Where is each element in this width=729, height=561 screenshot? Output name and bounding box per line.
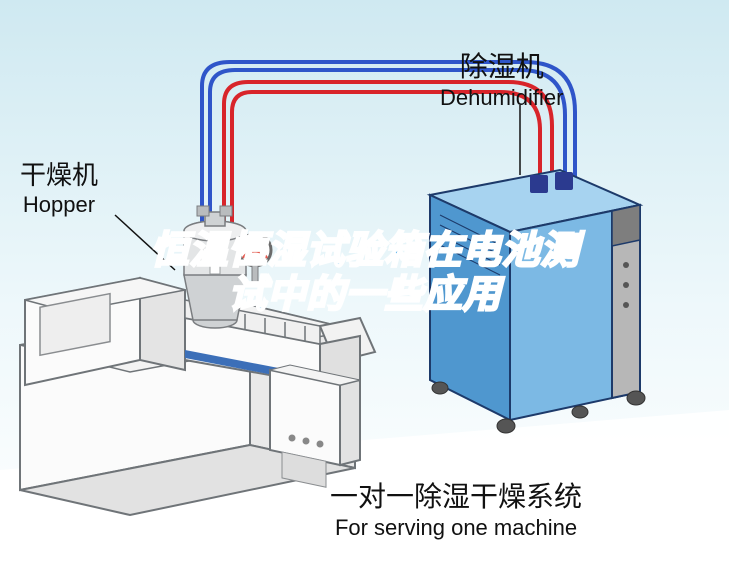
- system-title: 一对一除湿干燥系统 For serving one machine: [330, 475, 582, 541]
- system-title-en: For serving one machine: [330, 515, 582, 541]
- overlay-line1: 恒温恒湿试验箱在电池测: [85, 230, 645, 274]
- overlay-headline: 恒温恒湿试验箱在电池测 试中的一些应用: [85, 230, 645, 317]
- hopper-label-cn: 干燥机: [20, 155, 98, 192]
- hopper-label-en: Hopper: [20, 192, 98, 218]
- dehumidifier-label-cn: 除湿机: [440, 45, 564, 85]
- dehumidifier-label: 除湿机 Dehumidifier: [440, 45, 564, 111]
- hopper-label: 干燥机 Hopper: [20, 155, 98, 218]
- system-title-cn: 一对一除湿干燥系统: [330, 475, 582, 515]
- overlay-line2: 试中的一些应用: [85, 274, 645, 318]
- diagram-stage: 干燥机 Hopper 除湿机 Dehumidifier 一对一除湿干燥系统 Fo…: [0, 0, 729, 561]
- dehumidifier-label-en: Dehumidifier: [440, 85, 564, 111]
